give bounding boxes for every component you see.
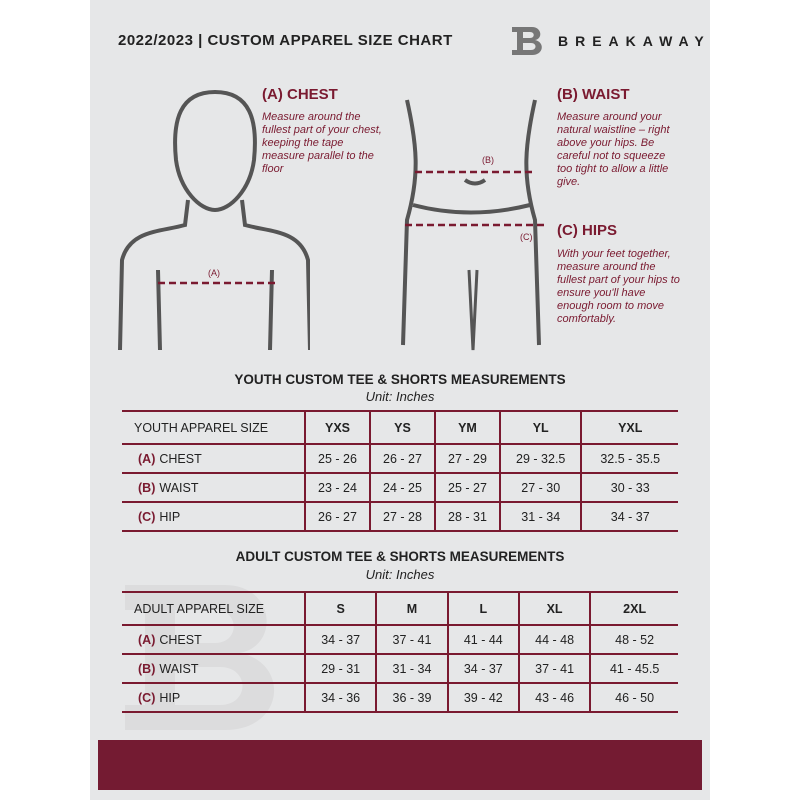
chest-instructions: Measure around the fullest part of your … bbox=[262, 111, 382, 175]
hips-instructions: With your feet together, measure around … bbox=[557, 248, 680, 325]
table-cell: 27 - 28 bbox=[368, 501, 435, 532]
measurement-name: HIP bbox=[159, 509, 181, 524]
table-cell: 41 - 45.5 bbox=[589, 653, 678, 684]
table-cell: 25 - 26 bbox=[304, 443, 370, 474]
waist-hips-figure bbox=[401, 99, 545, 351]
adult-table-unit: Unit: Inches bbox=[365, 567, 435, 582]
table-row: (B) WAIST 23 - 24 24 - 25 25 - 27 27 - 30 30 -… bbox=[122, 472, 678, 503]
column-header: S bbox=[303, 591, 377, 626]
table-cell: 34 - 37 bbox=[446, 653, 519, 684]
table-cell: 36 - 39 bbox=[375, 682, 448, 713]
table-row: (A) CHEST 25 - 26 26 - 27 27 - 29 29 - 32.5 32… bbox=[122, 443, 678, 474]
table-cell: 48 - 52 bbox=[589, 624, 678, 655]
table-cell: 34 - 37 bbox=[580, 501, 678, 532]
table-cell: 34 - 37 bbox=[303, 624, 377, 655]
table-cell: 26 - 27 bbox=[304, 501, 370, 532]
chest-figure bbox=[118, 89, 310, 351]
column-header: YXS bbox=[304, 410, 370, 445]
table-row: (C) HIP 34 - 36 36 - 39 39 - 42 43 - 46 46 - 5… bbox=[122, 682, 678, 713]
column-header: YL bbox=[498, 410, 582, 445]
youth-size-table: YOUTH APPAREL SIZE YXS YS YM YL YXL (A) CHEST 25… bbox=[122, 410, 678, 532]
table-cell: 37 - 41 bbox=[375, 624, 448, 655]
hips-heading: (C) HIPS bbox=[557, 222, 617, 239]
column-header: YXL bbox=[580, 410, 678, 445]
table-cell: 28 - 31 bbox=[433, 501, 500, 532]
table-cell: 30 - 33 bbox=[580, 472, 678, 503]
measurement-letter: (B) bbox=[138, 480, 156, 495]
column-header: XL bbox=[517, 591, 591, 626]
measurement-label: (B) WAIST bbox=[122, 653, 305, 684]
table-cell: 37 - 41 bbox=[517, 653, 591, 684]
measurement-label: (A) CHEST bbox=[122, 624, 305, 655]
measurement-label: (B) WAIST bbox=[122, 472, 305, 503]
measurement-name: CHEST bbox=[159, 632, 202, 647]
table-cell: 27 - 30 bbox=[498, 472, 582, 503]
brand-name: BREAKAWAY bbox=[558, 33, 711, 49]
measurement-letter: (A) bbox=[138, 451, 156, 466]
table-cell: 34 - 36 bbox=[303, 682, 377, 713]
table-row: (C) HIP 26 - 27 27 - 28 28 - 31 31 - 34 34 - 3… bbox=[122, 501, 678, 532]
measurement-label: (A) CHEST bbox=[122, 443, 305, 474]
column-header: M bbox=[375, 591, 448, 626]
page-title: 2022/2023 | CUSTOM APPAREL SIZE CHART bbox=[118, 32, 453, 49]
column-header: 2XL bbox=[589, 591, 678, 626]
table-cell: 31 - 34 bbox=[375, 653, 448, 684]
table-cell: 39 - 42 bbox=[446, 682, 519, 713]
hips-marker: (C) bbox=[520, 232, 533, 242]
table-cell: 29 - 32.5 bbox=[498, 443, 582, 474]
table-row: (B) WAIST 29 - 31 31 - 34 34 - 37 37 - 41 41 -… bbox=[122, 653, 678, 684]
table-cell: 23 - 24 bbox=[304, 472, 370, 503]
waist-heading: (B) WAIST bbox=[557, 86, 630, 103]
table-row: (A) CHEST 34 - 37 37 - 41 41 - 44 44 - 48 48 -… bbox=[122, 624, 678, 655]
measurement-name: WAIST bbox=[159, 480, 199, 495]
waist-instructions: Measure around your natural waistline – … bbox=[557, 111, 670, 188]
column-header: YS bbox=[368, 410, 435, 445]
youth-table-title: YOUTH CUSTOM TEE & SHORTS MEASUREMENTS bbox=[234, 372, 566, 387]
waist-marker: (B) bbox=[482, 155, 494, 165]
chest-marker: (A) bbox=[208, 268, 220, 278]
adult-size-table: ADULT APPAREL SIZE S M L XL 2XL (A) CHEST 34 - 3… bbox=[122, 591, 678, 713]
measurement-letter: (A) bbox=[138, 632, 156, 647]
table-cell: 25 - 27 bbox=[433, 472, 500, 503]
table-cell: 29 - 31 bbox=[303, 653, 377, 684]
measurement-name: WAIST bbox=[159, 661, 199, 676]
measurement-letter: (C) bbox=[138, 690, 156, 705]
table-header-row: ADULT APPAREL SIZE S M L XL 2XL bbox=[122, 591, 678, 626]
chest-heading: (A) CHEST bbox=[262, 86, 338, 103]
brand-logo-icon bbox=[512, 27, 542, 55]
column-header: YM bbox=[433, 410, 500, 445]
table-header-row: YOUTH APPAREL SIZE YXS YS YM YL YXL bbox=[122, 410, 678, 445]
table-cell: 41 - 44 bbox=[446, 624, 519, 655]
measurement-label: (C) HIP bbox=[122, 682, 305, 713]
column-header: YOUTH APPAREL SIZE bbox=[122, 410, 305, 445]
column-header: L bbox=[446, 591, 519, 626]
measurement-letter: (B) bbox=[138, 661, 156, 676]
table-cell: 31 - 34 bbox=[498, 501, 582, 532]
table-cell: 32.5 - 35.5 bbox=[580, 443, 678, 474]
footer-band bbox=[98, 740, 702, 790]
measurement-name: CHEST bbox=[159, 451, 202, 466]
table-cell: 46 - 50 bbox=[589, 682, 678, 713]
table-cell: 26 - 27 bbox=[368, 443, 435, 474]
table-cell: 27 - 29 bbox=[433, 443, 500, 474]
table-cell: 24 - 25 bbox=[368, 472, 435, 503]
table-cell: 44 - 48 bbox=[517, 624, 591, 655]
adult-table-title: ADULT CUSTOM TEE & SHORTS MEASUREMENTS bbox=[235, 549, 565, 564]
measurement-letter: (C) bbox=[138, 509, 156, 524]
measurement-label: (C) HIP bbox=[122, 501, 305, 532]
table-cell: 43 - 46 bbox=[517, 682, 591, 713]
column-header: ADULT APPAREL SIZE bbox=[122, 591, 305, 626]
youth-table-unit: Unit: Inches bbox=[365, 389, 435, 404]
measurement-name: HIP bbox=[159, 690, 181, 705]
